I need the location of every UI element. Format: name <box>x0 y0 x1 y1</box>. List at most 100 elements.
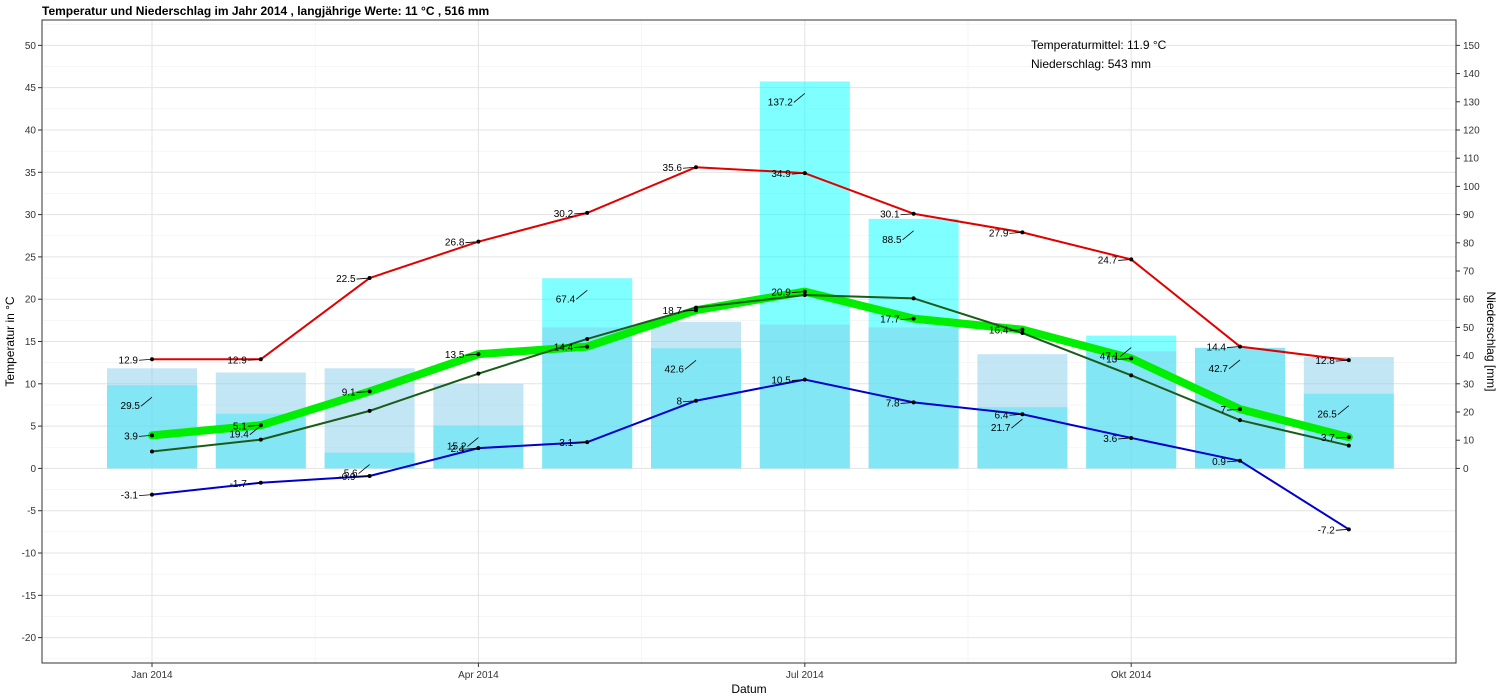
y2-tick-label: 60 <box>1463 295 1475 306</box>
lines <box>148 166 1353 531</box>
y2-tick-label: 120 <box>1463 125 1480 136</box>
data-label-leader <box>356 277 370 280</box>
annotation: Niederschlag: 543 mm <box>1031 57 1151 71</box>
temp-longterm-point <box>476 371 481 376</box>
x-axis-label: Datum <box>731 682 766 696</box>
data-label-leader <box>902 230 914 241</box>
data-label: -1.7 <box>230 479 248 490</box>
data-label-leader <box>1009 231 1023 234</box>
data-label: 42.7 <box>1209 364 1229 375</box>
data-label-leader <box>247 358 261 361</box>
data-label: 21.7 <box>991 423 1011 434</box>
data-label: 15.2 <box>447 442 467 453</box>
data-label: 5.1 <box>233 421 247 432</box>
data-label: 3.6 <box>1103 434 1117 445</box>
data-label: 14.4 <box>554 343 574 354</box>
y2-tick-label: 50 <box>1463 323 1475 334</box>
temp-min-line <box>151 378 1350 531</box>
data-label-leader <box>356 391 370 393</box>
data-label-leader <box>358 464 370 474</box>
temp-longterm-point <box>802 292 807 297</box>
data-label: 3.7 <box>1321 433 1335 444</box>
data-label: 14.4 <box>1207 343 1227 354</box>
y2-tick-label: 40 <box>1463 351 1475 362</box>
data-label-leader <box>1118 358 1132 360</box>
temp-longterm-point <box>1346 443 1351 448</box>
y2-axis-label: Niederschlag [mm] <box>1484 291 1498 391</box>
data-label: -0.9 <box>338 472 356 483</box>
y2-tick-label: 0 <box>1463 464 1469 475</box>
data-label: 2.4 <box>450 444 464 455</box>
x-axis: Jan 2014 Apr 2014 Jul 2014 Okt 2014 <box>131 663 1152 681</box>
temp-longterm-point <box>367 408 372 413</box>
data-label: 12.9 <box>227 355 247 366</box>
data-label: 12.8 <box>1315 356 1335 367</box>
data-label-leader <box>1119 347 1132 357</box>
data-label: 13 <box>1106 354 1118 365</box>
x-tick-label: Jul 2014 <box>786 670 824 681</box>
y-tick-label: -20 <box>22 633 37 644</box>
data-label: 20.9 <box>771 288 791 299</box>
precip-longterm-bar <box>433 383 524 469</box>
annotation: Temperaturmittel: 11.9 °C <box>1031 38 1167 52</box>
x-tick-label: Okt 2014 <box>1111 670 1152 681</box>
data-label-leader <box>247 482 261 485</box>
data-label-leader <box>1226 346 1241 348</box>
y2-tick-label: 100 <box>1463 182 1480 193</box>
y-tick-label: 10 <box>25 379 37 390</box>
data-label: 7.8 <box>886 398 900 409</box>
y2-tick-label: 20 <box>1463 408 1475 419</box>
data-label: 137.2 <box>768 97 793 108</box>
data-label: 26.8 <box>445 238 465 249</box>
temp-longterm-point <box>1238 418 1242 423</box>
y2-tick-label: 130 <box>1463 97 1480 108</box>
data-label-leader <box>900 213 914 216</box>
y-tick-label: -10 <box>22 549 37 560</box>
data-label: 6.4 <box>994 410 1008 421</box>
precip-longterm-bar <box>1303 357 1394 469</box>
data-label: 3.1 <box>559 438 573 449</box>
y-tick-label: 45 <box>25 83 37 94</box>
data-label-leader <box>791 379 805 381</box>
data-label: 30.2 <box>554 209 574 220</box>
data-label: 34.9 <box>771 169 791 180</box>
data-label-leader <box>900 318 914 321</box>
temp-longterm-point <box>150 449 154 454</box>
data-label-leader <box>791 172 805 175</box>
data-label: 13.5 <box>445 350 465 361</box>
data-label-leader <box>682 309 697 312</box>
y-tick-label: 15 <box>25 337 37 348</box>
data-label-leader <box>140 396 153 407</box>
data-labels: 29.5 19.4 5.6 15.2 67.4 42.6 137.2 88.5 21.7 47.1… <box>119 93 1350 536</box>
data-label-leader <box>574 441 588 444</box>
y-tick-label: 50 <box>25 41 37 52</box>
y-tick-label: 20 <box>25 295 37 306</box>
data-label: 27.9 <box>989 228 1009 239</box>
data-label-leader <box>356 475 370 478</box>
data-label-leader <box>682 400 697 403</box>
y2-axis: 0 10 20 30 40 50 60 70 80 90 100 110 120 130 140 150 <box>1456 41 1480 475</box>
annotations: Temperaturmittel: 11.9 °C Niederschlag: 5… <box>1031 38 1167 71</box>
y2-tick-label: 70 <box>1463 266 1475 277</box>
y2-tick-label: 80 <box>1463 238 1475 249</box>
data-label-leader <box>684 359 697 370</box>
data-label-leader <box>791 291 805 293</box>
data-label: 67.4 <box>556 294 576 305</box>
data-label-leader <box>1335 528 1349 531</box>
data-label: -7.2 <box>1318 525 1336 536</box>
y-tick-label: -5 <box>27 506 36 517</box>
data-label: 16.4 <box>989 326 1009 337</box>
temp-longterm-point <box>694 305 698 310</box>
temp-max-line <box>151 166 1350 362</box>
data-label-leader <box>793 93 806 103</box>
data-label: 42.6 <box>665 364 685 375</box>
bars <box>107 81 1394 469</box>
y-axis: -20 -15 -10 -5 0 5 10 15 20 25 30 35 40 45 50 <box>22 41 42 644</box>
x-tick-label: Apr 2014 <box>458 670 499 681</box>
data-label: 29.5 <box>121 401 141 412</box>
y-tick-label: 40 <box>25 125 37 136</box>
data-label: 9.1 <box>342 387 356 398</box>
data-label-leader <box>1228 359 1241 370</box>
data-label: 0.9 <box>1212 457 1226 468</box>
data-label-leader <box>465 241 479 244</box>
